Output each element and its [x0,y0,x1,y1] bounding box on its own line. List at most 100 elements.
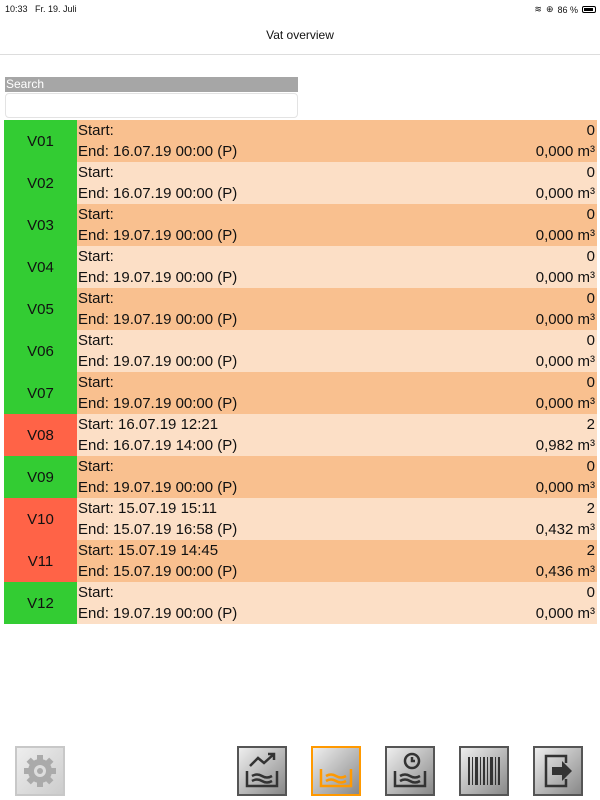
vat-status-cell[interactable]: V05 [4,288,77,330]
vat-row[interactable]: V03 Start: 0 End: 19.07.19 00:00 (P) 0,000… [4,204,597,246]
vat-end: End: 19.07.19 00:00 (P) [78,311,238,328]
vat-status-cell[interactable]: V04 [4,246,77,288]
logout-button[interactable] [533,746,583,796]
vat-end: End: 16.07.19 00:00 (P) [78,185,238,202]
vat-row[interactable]: V02 Start: 0 End: 16.07.19 00:00 (P) 0,000… [4,162,597,204]
vat-end-line: End: 19.07.19 00:00 (P) 0,000 m³ [77,267,597,288]
vat-id: V09 [27,468,54,486]
vat-end-line: End: 19.07.19 00:00 (P) 0,000 m³ [77,309,597,330]
wifi-icon: ≋ [534,4,542,14]
vat-start: Start: [78,206,114,223]
vat-count: 2 [586,416,595,433]
vat-end-line: End: 19.07.19 00:00 (P) 0,000 m³ [77,351,597,372]
vat-count: 0 [586,584,595,601]
vat-overview-button[interactable] [311,746,361,796]
vat-start-line: Start: 0 [77,288,597,309]
vat-row[interactable]: V06 Start: 0 End: 19.07.19 00:00 (P) 0,000… [4,330,597,372]
vat-count: 0 [586,164,595,181]
vat-id: V08 [27,426,54,444]
vat-start: Start: [78,122,114,139]
vat-id: V07 [27,384,54,402]
vat-start: Start: [78,332,114,349]
vat-status-cell[interactable]: V06 [4,330,77,372]
status-time-date: 10:33 Fr. 19. Juli [5,4,77,14]
vat-row[interactable]: V08 Start: 16.07.19 12:21 2 End: 16.07.19… [4,414,597,456]
gear-button [15,746,65,796]
vat-start: Start: 15.07.19 14:45 [78,542,219,559]
vat-start: Start: [78,374,114,391]
vat-row[interactable]: V07 Start: 0 End: 19.07.19 00:00 (P) 0,000… [4,372,597,414]
vat-volume: 0,000 m³ [535,311,595,328]
vat-table: V01 Start: 0 End: 16.07.19 00:00 (P) 0,000… [4,120,597,624]
vat-end-line: End: 15.07.19 16:58 (P) 0,432 m³ [77,519,597,540]
vat-volume: 0,000 m³ [535,227,595,244]
vat-count: 2 [586,542,595,559]
vat-id: V03 [27,216,54,234]
vat-start-line: Start: 15.07.19 15:11 2 [77,498,597,519]
vat-start-line: Start: 0 [77,204,597,225]
vat-volume: 0,000 m³ [535,605,595,622]
vat-end-line: End: 15.07.19 00:00 (P) 0,436 m³ [77,561,597,582]
vat-volume: 0,000 m³ [535,269,595,286]
vat-end: End: 15.07.19 00:00 (P) [78,563,238,580]
vat-end: End: 19.07.19 00:00 (P) [78,605,238,622]
vat-start-line: Start: 0 [77,162,597,183]
vat-count: 0 [586,374,595,391]
vat-start: Start: 16.07.19 12:21 [78,416,219,433]
vat-status-cell[interactable]: V07 [4,372,77,414]
vat-volume: 0,432 m³ [535,521,595,538]
vat-row[interactable]: V11 Start: 15.07.19 14:45 2 End: 15.07.19… [4,540,597,582]
battery-percent: 86 % [557,4,578,15]
vat-status-cell[interactable]: V11 [4,540,77,582]
vat-row[interactable]: V05 Start: 0 End: 19.07.19 00:00 (P) 0,000… [4,288,597,330]
vat-end-line: End: 19.07.19 00:00 (P) 0,000 m³ [77,603,597,624]
vat-status-cell[interactable]: V01 [4,120,77,162]
vat-id: V11 [27,552,54,570]
battery-icon [582,6,596,13]
vat-end: End: 19.07.19 00:00 (P) [78,479,238,496]
vat-end: End: 16.07.19 00:00 (P) [78,143,238,160]
vat-row[interactable]: V04 Start: 0 End: 19.07.19 00:00 (P) 0,000… [4,246,597,288]
logout-icon [538,751,578,791]
vat-status-cell[interactable]: V09 [4,456,77,498]
vat-status-cell[interactable]: V03 [4,204,77,246]
status-time: 10:33 [5,4,28,14]
vat-id: V01 [27,132,54,150]
vat-row[interactable]: V01 Start: 0 End: 16.07.19 00:00 (P) 0,000… [4,120,597,162]
vat-history-button[interactable] [385,746,435,796]
vat-row[interactable]: V09 Start: 0 End: 19.07.19 00:00 (P) 0,000… [4,456,597,498]
vat-end-line: End: 16.07.19 14:00 (P) 0,982 m³ [77,435,597,456]
vat-row[interactable]: V10 Start: 15.07.19 15:11 2 End: 15.07.19… [4,498,597,540]
vat-end-line: End: 19.07.19 00:00 (P) 0,000 m³ [77,477,597,498]
vat-count: 0 [586,458,595,475]
status-bar: 10:33 Fr. 19. Juli ≋ ⊕ 86 % [0,0,600,18]
barcode-button[interactable] [459,746,509,796]
vat-start-line: Start: 0 [77,120,597,141]
vat-end: End: 19.07.19 00:00 (P) [78,395,238,412]
vat-status-cell[interactable]: V10 [4,498,77,540]
vat-history-icon [390,751,430,791]
vat-status-cell[interactable]: V12 [4,582,77,624]
vat-end-line: End: 19.07.19 00:00 (P) 0,000 m³ [77,393,597,414]
vat-row[interactable]: V12 Start: 0 End: 19.07.19 00:00 (P) 0,000… [4,582,597,624]
vat-end: End: 16.07.19 14:00 (P) [78,437,238,454]
vat-status-cell[interactable]: V02 [4,162,77,204]
vat-volume: 0,000 m³ [535,185,595,202]
vat-end-line: End: 16.07.19 00:00 (P) 0,000 m³ [77,183,597,204]
vat-start-line: Start: 0 [77,582,597,603]
vat-count: 0 [586,122,595,139]
vat-volume: 0,436 m³ [535,563,595,580]
search-label: Search [5,77,298,92]
vat-end: End: 19.07.19 00:00 (P) [78,353,238,370]
vat-trend-icon [242,751,282,791]
vat-volume: 0,982 m³ [535,437,595,454]
vat-status-cell[interactable]: V08 [4,414,77,456]
vat-end: End: 15.07.19 16:58 (P) [78,521,238,538]
status-right: ≋ ⊕ 86 % [534,4,596,15]
vat-count: 0 [586,206,595,223]
vat-volume: 0,000 m³ [535,353,595,370]
vat-start: Start: [78,584,114,601]
vat-end: End: 19.07.19 00:00 (P) [78,227,238,244]
search-input[interactable] [5,93,298,118]
vat-trend-button[interactable] [237,746,287,796]
